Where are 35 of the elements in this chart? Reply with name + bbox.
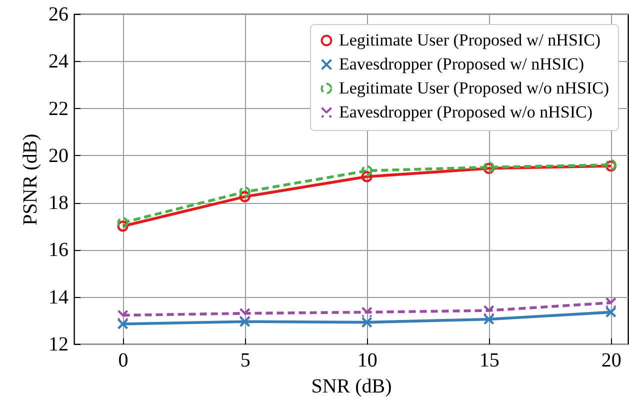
point <box>117 318 128 330</box>
point <box>239 308 250 319</box>
point <box>361 165 372 176</box>
point <box>605 297 616 308</box>
y-tick-label: 14 <box>48 286 68 308</box>
point <box>117 310 128 321</box>
y-tick-label: 26 <box>48 4 68 26</box>
point <box>239 316 250 328</box>
point <box>117 220 128 232</box>
x-axis-title: SNR (dB) <box>311 376 392 398</box>
y-tick-label: 16 <box>48 239 68 262</box>
y-tick-label: 12 <box>48 334 68 356</box>
x-tick-label: 0 <box>118 350 128 372</box>
y-tick-label: 18 <box>48 192 68 214</box>
x-tick-label: 5 <box>240 350 250 372</box>
x-tick-label: 10 <box>357 350 378 372</box>
y-tick-label: 22 <box>48 98 68 120</box>
legend-label: Eavesdropper (Proposed w/o nHSIC) <box>339 102 593 122</box>
x-tick-label: 20 <box>601 350 622 372</box>
legend-label: Eavesdropper (Proposed w/ nHSIC) <box>339 54 584 74</box>
point <box>361 171 372 182</box>
point <box>239 186 250 198</box>
y-axis-title: PSNR (dB) <box>20 134 42 226</box>
point <box>483 304 494 316</box>
y-tick-label: 20 <box>48 144 68 167</box>
legend-label: Legitimate User (Proposed w/o nHSIC) <box>339 78 610 98</box>
point <box>483 314 494 325</box>
point <box>117 217 128 228</box>
y-tick-label: 24 <box>48 50 68 73</box>
point <box>239 191 250 202</box>
x-tick-label: 15 <box>479 350 500 372</box>
point <box>361 316 372 328</box>
point <box>361 306 372 318</box>
legend-label: Legitimate User (Proposed w/ nHSIC) <box>339 30 601 50</box>
point <box>605 306 616 318</box>
